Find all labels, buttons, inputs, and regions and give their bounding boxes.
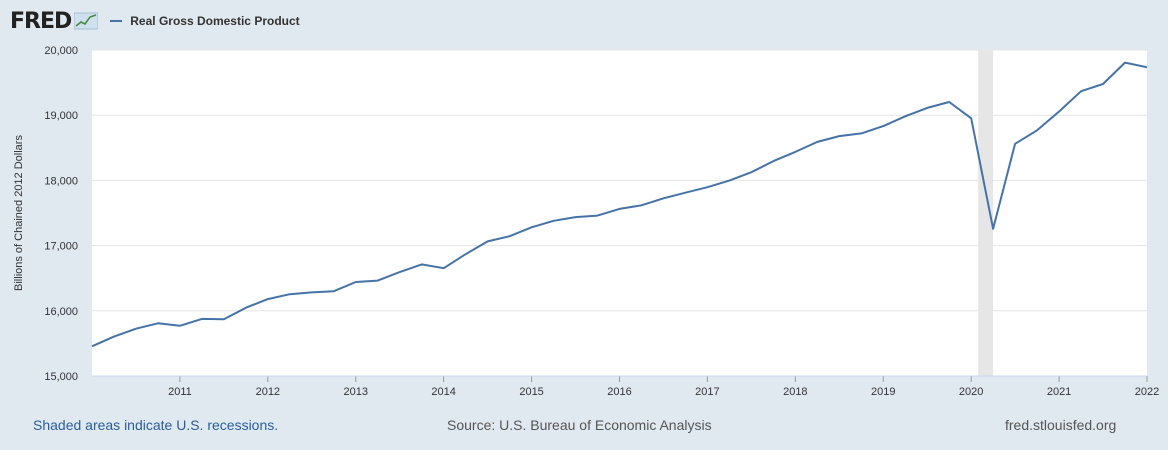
- sparkline-icon: [74, 12, 99, 30]
- data-point[interactable]: [1100, 81, 1106, 87]
- x-tick-label: 2019: [871, 386, 895, 398]
- x-tick-label: 2016: [607, 386, 631, 398]
- legend[interactable]: Real Gross Domestic Product: [110, 14, 300, 28]
- data-point[interactable]: [858, 130, 864, 136]
- data-point[interactable]: [792, 149, 798, 155]
- legend-swatch: [110, 20, 123, 22]
- x-tick-label: 2022: [1135, 386, 1159, 398]
- data-point[interactable]: [946, 99, 952, 105]
- data-point[interactable]: [902, 113, 908, 119]
- x-tick-label: 2013: [344, 386, 368, 398]
- data-point[interactable]: [660, 195, 666, 201]
- y-tick-label: 19,000: [44, 110, 78, 122]
- data-point[interactable]: [990, 226, 996, 232]
- y-tick-label: 17,000: [44, 241, 78, 253]
- recession-note[interactable]: Shaded areas indicate U.S. recessions.: [33, 417, 279, 433]
- data-point[interactable]: [155, 320, 161, 326]
- data-point[interactable]: [265, 296, 271, 302]
- data-point[interactable]: [551, 218, 557, 224]
- recession-band: [978, 50, 994, 376]
- data-point[interactable]: [441, 265, 447, 271]
- data-point[interactable]: [287, 291, 293, 297]
- x-tick-label: 2012: [256, 386, 280, 398]
- y-tick-label: 16,000: [44, 306, 78, 318]
- x-tick-label: 2015: [519, 386, 543, 398]
- chart-header: FRED Real Gross Domestic Product: [10, 6, 300, 36]
- fred-logo[interactable]: FRED: [10, 8, 99, 34]
- data-point[interactable]: [419, 261, 425, 267]
- data-point[interactable]: [704, 184, 710, 190]
- data-point[interactable]: [573, 214, 579, 220]
- series-line[interactable]: [91, 61, 1148, 348]
- data-point[interactable]: [397, 269, 403, 275]
- site-link[interactable]: fred.stlouisfed.org: [1005, 417, 1117, 433]
- data-point[interactable]: [682, 190, 688, 196]
- data-point[interactable]: [243, 305, 249, 311]
- data-point[interactable]: [748, 169, 754, 175]
- data-point[interactable]: [133, 326, 139, 332]
- plot-area: [92, 50, 1147, 376]
- line-chart[interactable]: 15,000 16,000 17,000 18,000 19,000 20,000 201…: [0, 0, 1168, 410]
- data-point[interactable]: [1122, 60, 1128, 66]
- x-tick-label: 2017: [695, 386, 719, 398]
- data-point[interactable]: [1012, 141, 1018, 147]
- data-point[interactable]: [924, 105, 930, 111]
- fred-logo-text: FRED: [10, 8, 72, 34]
- data-point[interactable]: [595, 213, 601, 219]
- data-point[interactable]: [353, 279, 359, 285]
- data-point[interactable]: [880, 123, 886, 129]
- data-point[interactable]: [309, 289, 315, 295]
- data-point[interactable]: [529, 224, 535, 230]
- legend-label: Real Gross Domestic Product: [130, 14, 300, 28]
- data-point[interactable]: [814, 139, 820, 145]
- x-tick-label: 2020: [959, 386, 983, 398]
- data-point[interactable]: [617, 206, 623, 212]
- data-point[interactable]: [331, 288, 337, 294]
- data-point[interactable]: [770, 158, 776, 164]
- x-tick-label: 2014: [431, 386, 455, 398]
- data-point[interactable]: [485, 238, 491, 244]
- data-point[interactable]: [111, 334, 117, 340]
- data-point[interactable]: [726, 178, 732, 184]
- data-point[interactable]: [1056, 109, 1062, 115]
- data-point[interactable]: [1034, 127, 1040, 133]
- data-point[interactable]: [1078, 88, 1084, 94]
- data-point[interactable]: [507, 233, 513, 239]
- data-point[interactable]: [638, 202, 644, 208]
- data-point[interactable]: [463, 251, 469, 257]
- data-point[interactable]: [375, 278, 381, 284]
- source-note: Source: U.S. Bureau of Economic Analysis: [447, 417, 712, 433]
- y-tick-label: 15,000: [44, 371, 78, 383]
- data-point[interactable]: [89, 343, 95, 349]
- x-tick-label: 2018: [783, 386, 807, 398]
- x-tick-label: 2021: [1047, 386, 1071, 398]
- data-point[interactable]: [968, 115, 974, 121]
- data-point[interactable]: [836, 133, 842, 139]
- y-tick-label: 18,000: [44, 175, 78, 187]
- y-tick-label: 20,000: [44, 45, 78, 57]
- data-point[interactable]: [177, 323, 183, 329]
- y-axis-label: Billions of Chained 2012 Dollars: [13, 135, 25, 291]
- data-point[interactable]: [199, 316, 205, 322]
- data-point[interactable]: [1144, 64, 1150, 70]
- x-tick-label: 2011: [168, 386, 192, 398]
- data-point[interactable]: [221, 316, 227, 322]
